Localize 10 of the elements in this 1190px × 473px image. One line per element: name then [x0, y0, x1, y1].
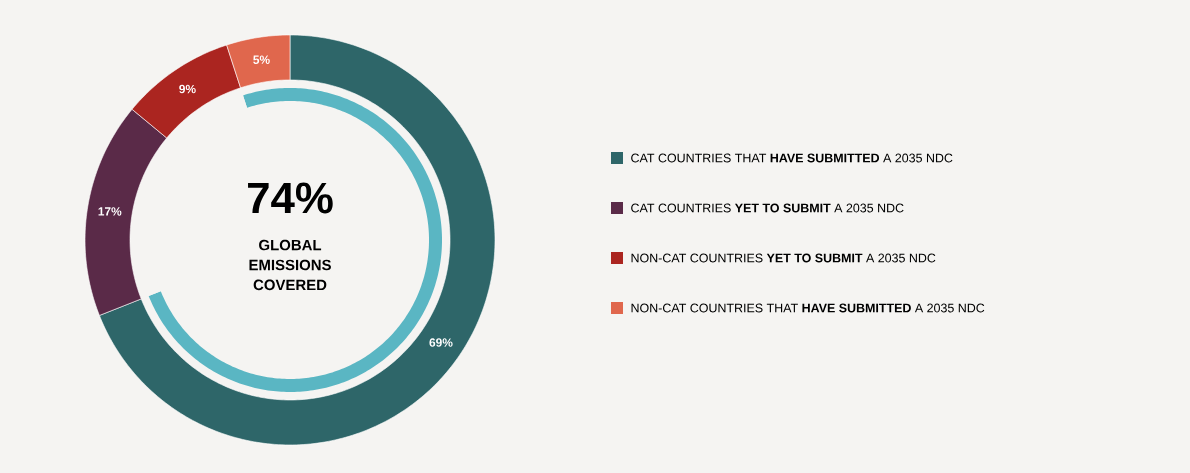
data-label: 17% [98, 207, 122, 216]
legend-label: CAT COUNTRIES THAT HAVE SUBMITTED A 2035 NDC [631, 153, 953, 163]
data-label: 69% [429, 338, 453, 347]
data-label: 5% [253, 55, 270, 64]
legend-label: CAT COUNTRIES YET TO SUBMIT A 2035 NDC [631, 203, 904, 213]
data-label: 9% [179, 84, 196, 94]
data-label: 74% [248, 182, 333, 214]
text: GLOBAL EMISSIONS COVERED [249, 239, 331, 291]
legend-label: NON-CAT COUNTRIES THAT HAVE SUBMITTED A 2035 NDC [631, 303, 985, 313]
legend-label: NON-CAT COUNTRIES YET TO SUBMIT A 2035 NDC [631, 253, 936, 263]
